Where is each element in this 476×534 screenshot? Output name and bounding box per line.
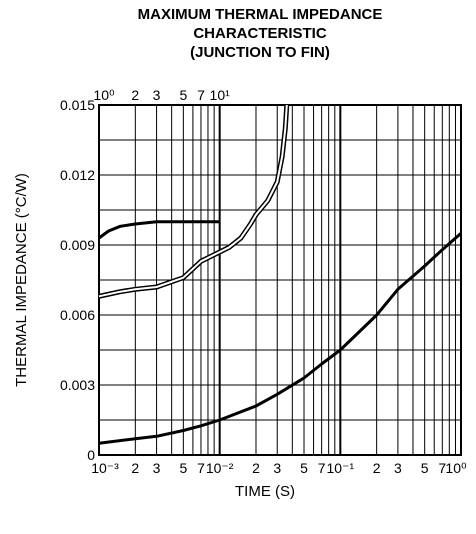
x-tick-label-bottom: 5 [179, 460, 187, 476]
x-tick-label-top: 3 [153, 87, 161, 103]
x-tick-label-bottom: 7 [318, 460, 326, 476]
x-tick-label-bottom: 7 [197, 460, 205, 476]
x-tick-label-bottom: 5 [300, 460, 308, 476]
x-tick-label-bottom: 3 [153, 460, 161, 476]
thermal-impedance-curve-2 [98, 220, 220, 240]
chart-title-line-3: (JUNCTION TO FIN) [190, 44, 330, 61]
x-tick-label-top: 2 [131, 87, 139, 103]
x-tick-label-top: 5 [179, 87, 187, 103]
y-tick-label: 0.015 [60, 97, 95, 113]
x-tick-label-bottom: 10⁰ [445, 460, 467, 476]
x-tick-label-bottom: 2 [131, 460, 139, 476]
thermal-impedance-curve-3 [98, 104, 288, 298]
y-tick-label: 0.003 [60, 377, 95, 393]
x-tick-label-top: 10⁰ [93, 87, 115, 103]
x-axis-label: TIME (S) [235, 483, 295, 500]
y-tick-label: 0.009 [60, 237, 95, 253]
chart-title-line-2: CHARACTERISTIC [193, 25, 327, 42]
x-tick-label-bottom: 5 [421, 460, 429, 476]
x-tick-label-top: 10¹ [210, 87, 231, 103]
plot-frame [98, 104, 462, 456]
x-tick-label-bottom: 2 [373, 460, 381, 476]
y-tick-label: 0 [87, 447, 95, 463]
x-tick-label-bottom: 3 [394, 460, 402, 476]
chart-title-line-1: MAXIMUM THERMAL IMPEDANCE [137, 6, 383, 23]
x-tick-label-top: 7 [197, 87, 205, 103]
x-tick-label-bottom: 2 [252, 460, 260, 476]
y-axis-label: THERMAL IMPEDANCE (°C/W) [13, 173, 30, 387]
y-tick-label: 0.012 [60, 167, 95, 183]
x-tick-label-bottom: 7 [438, 460, 446, 476]
thermal-impedance-curve-1 [98, 232, 462, 445]
x-tick-label-bottom: 10⁻¹ [327, 460, 355, 476]
x-tick-label-bottom: 10⁻³ [91, 460, 119, 476]
y-tick-label: 0.006 [60, 307, 95, 323]
x-tick-label-bottom: 3 [273, 460, 281, 476]
x-tick-label-bottom: 10⁻² [206, 460, 234, 476]
